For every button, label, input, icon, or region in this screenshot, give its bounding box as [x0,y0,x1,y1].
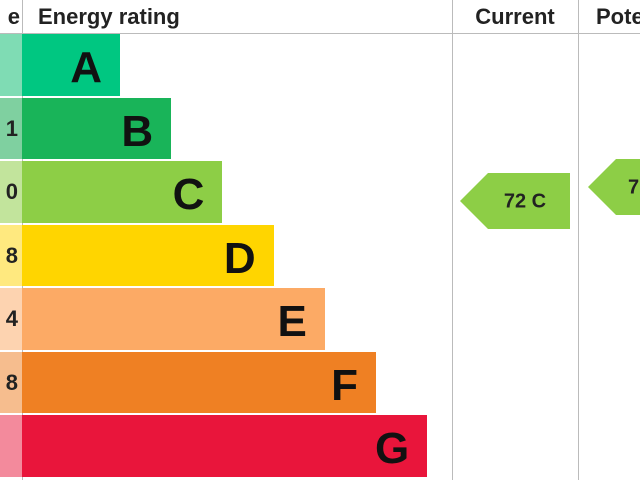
divider [452,0,453,480]
current-header: Current [475,4,555,29]
rating-bar: E [22,288,325,350]
rating-bar: G [22,415,428,477]
rating-bar: B [22,97,172,159]
score-cell: 8 [0,351,22,413]
score-cell: 0 [0,161,22,223]
rating-bar: D [22,224,274,286]
rating-bar: F [22,351,376,413]
rating-bar: A [22,34,120,96]
current-arrow [460,173,570,229]
divider [578,0,579,480]
score-cell: 8 [0,224,22,286]
score-cell [0,34,22,96]
score-cell [0,415,22,477]
divider [0,33,640,34]
potential-arrow [588,159,640,215]
current-label: 72 C [504,190,546,212]
potential-header: Pote [596,4,640,29]
score-header: e [7,4,20,29]
potential-label: 7 [628,176,639,198]
rating-bar: C [22,161,223,223]
rating-header: Energy rating [38,4,180,29]
score-cell: 4 [0,288,22,350]
score-cell: 1 [0,97,22,159]
